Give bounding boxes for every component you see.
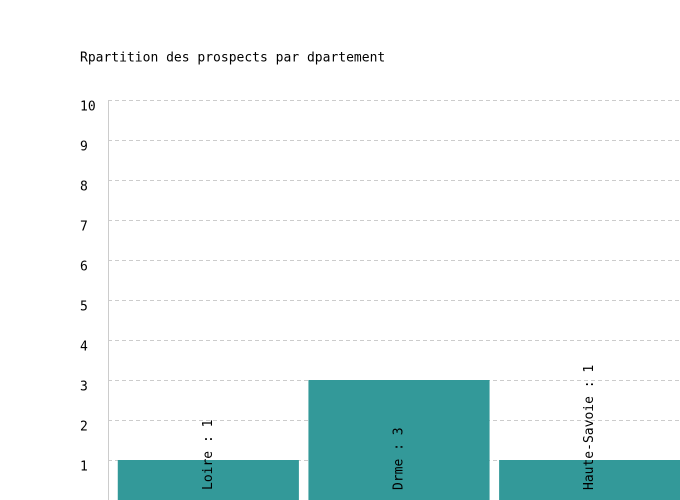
bar <box>117 460 299 500</box>
y-tick-label: 10 <box>80 100 96 115</box>
y-tick-label: 8 <box>80 180 88 195</box>
y-tick-label: 2 <box>80 420 88 435</box>
bar <box>308 380 490 500</box>
y-tick-label: 3 <box>80 380 88 395</box>
y-tick-label: 4 <box>80 340 88 355</box>
value-label: Loire : 1 <box>201 420 216 490</box>
y-tick-label: 1 <box>80 460 88 475</box>
chart-title: Rpartition des prospects par dpartement <box>80 51 385 66</box>
y-tick-label: 5 <box>80 300 88 315</box>
y-tick-label: 6 <box>80 260 88 275</box>
bar <box>499 460 680 500</box>
y-tick-label: 9 <box>80 140 88 155</box>
y-tick-label: 7 <box>80 220 88 235</box>
value-label: Drme : 3 <box>392 427 407 490</box>
value-label: Haute-Savoie : 1 <box>582 365 597 490</box>
